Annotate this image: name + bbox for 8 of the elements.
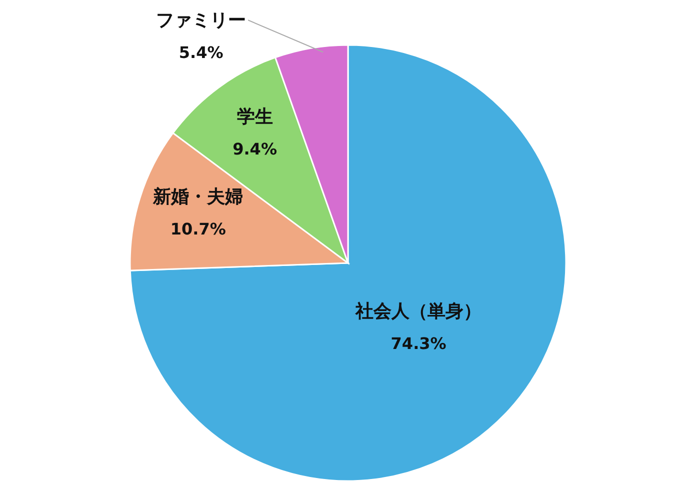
slice-label: 社会人（単身） (354, 301, 482, 322)
slice-label: ファミリー (156, 10, 246, 32)
data-label: 9.4% (232, 140, 277, 159)
data-label: 5.4% (178, 43, 224, 62)
data-label: 10.7% (170, 219, 226, 238)
data-label: 74.3% (390, 334, 446, 354)
slice-label: 新婚・夫婦 (152, 186, 244, 208)
slice-label: 学生 (236, 106, 273, 128)
